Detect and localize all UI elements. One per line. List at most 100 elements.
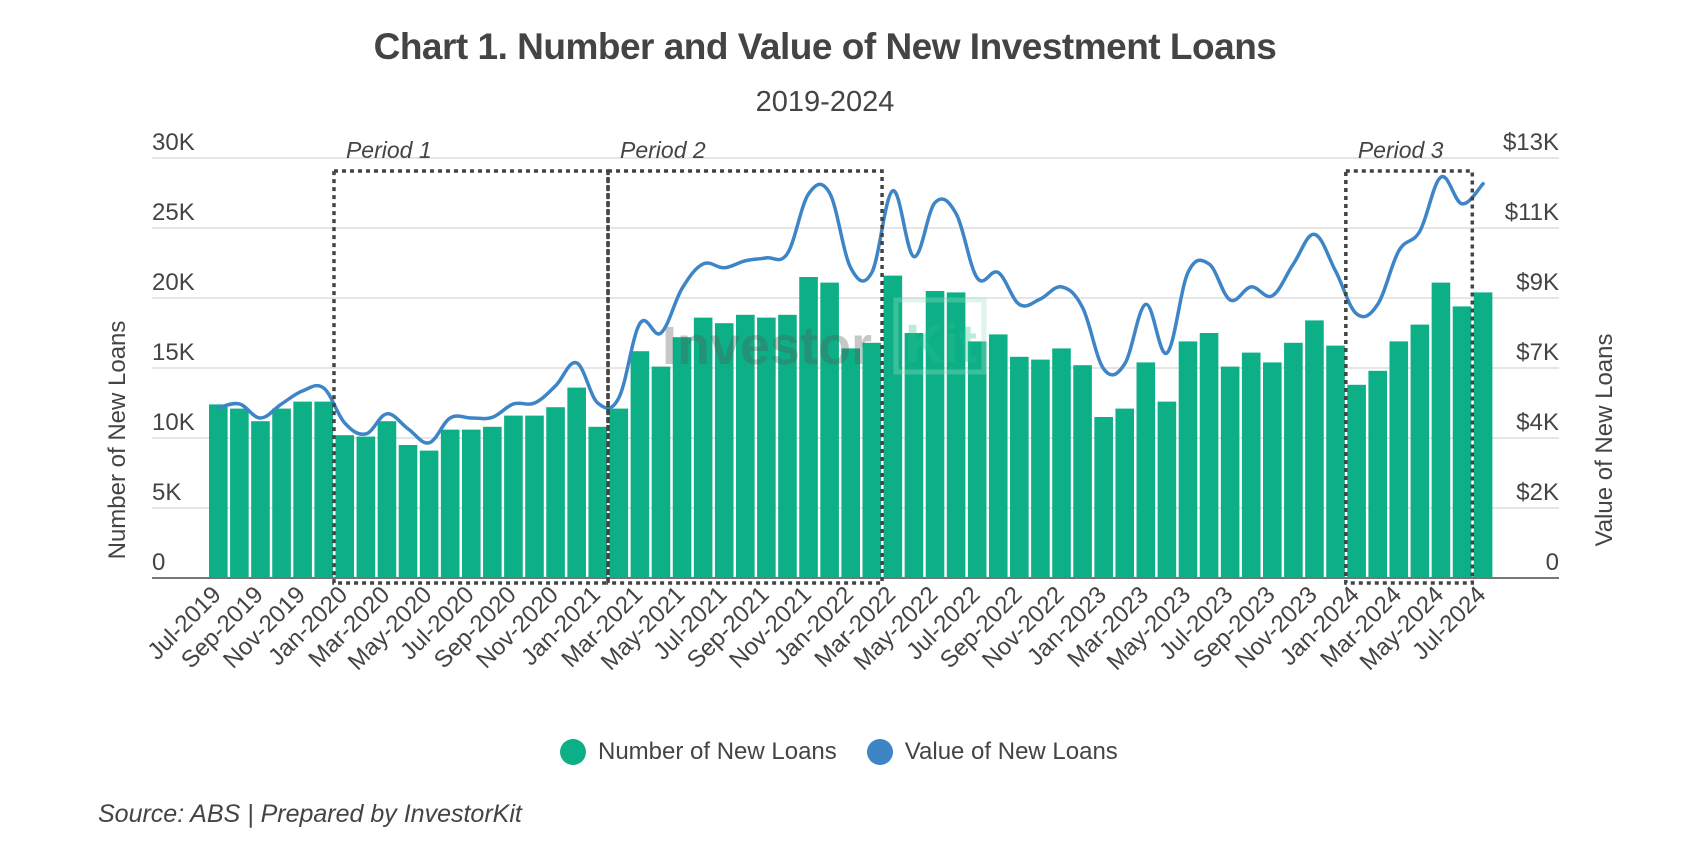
- y2-tick-label: 0: [1546, 549, 1559, 576]
- period-label: Period 3: [1358, 137, 1444, 163]
- bar[interactable]: [630, 351, 650, 578]
- bar[interactable]: [1347, 384, 1366, 578]
- bar[interactable]: [1178, 341, 1198, 578]
- chart-title: Chart 1. Number and Value of New Investm…: [373, 26, 1277, 67]
- bar[interactable]: [736, 314, 755, 578]
- legend-dot-green-icon: [560, 739, 586, 765]
- bar-series-number-of-loans: [209, 275, 1493, 578]
- bar[interactable]: [946, 292, 966, 578]
- bar[interactable]: [841, 348, 860, 578]
- chart-subtitle: 2019-2024: [755, 86, 895, 118]
- right-axis-title: Value of New Loans: [1591, 333, 1618, 546]
- bar[interactable]: [1284, 342, 1303, 578]
- left-axis-title: Number of New Loans: [104, 321, 131, 560]
- period-label: Period 1: [346, 137, 432, 163]
- period-box: [1344, 169, 1475, 585]
- bar[interactable]: [1073, 365, 1092, 578]
- bar[interactable]: [1473, 292, 1493, 578]
- legend-label-value: Value of New Loans: [904, 738, 1118, 765]
- legend-dot-blue-icon: [866, 739, 893, 765]
- bar[interactable]: [1263, 362, 1282, 578]
- bar[interactable]: [672, 337, 692, 578]
- y-tick-label: 15K: [152, 339, 195, 366]
- bar[interactable]: [1389, 341, 1409, 578]
- bar[interactable]: [651, 366, 671, 578]
- bar[interactable]: [1136, 362, 1156, 578]
- bar[interactable]: [272, 408, 291, 578]
- bar[interactable]: [335, 435, 355, 578]
- line-series-value-of-loans: [216, 175, 1485, 445]
- bar[interactable]: [1094, 417, 1113, 578]
- bar[interactable]: [1410, 324, 1430, 578]
- bar[interactable]: [1220, 366, 1240, 578]
- y2-tick-label: $7K: [1516, 339, 1559, 366]
- bar[interactable]: [862, 342, 882, 578]
- y-tick-label: 0: [152, 549, 165, 576]
- bar[interactable]: [883, 275, 903, 578]
- y-tick-label: 5K: [152, 479, 181, 506]
- period-box: [332, 169, 610, 585]
- y2-tick-label: $13K: [1503, 129, 1559, 156]
- bar[interactable]: [1241, 352, 1261, 578]
- y-tick-label: 30K: [152, 129, 195, 156]
- bar[interactable]: [1368, 370, 1387, 578]
- bar[interactable]: [314, 401, 333, 578]
- bar[interactable]: [546, 407, 565, 578]
- y2-tick-label: $2K: [1516, 479, 1559, 506]
- bar[interactable]: [1052, 348, 1071, 578]
- y-tick-label: 25K: [152, 199, 195, 226]
- y-tick-label: 20K: [152, 269, 195, 296]
- bar[interactable]: [693, 317, 713, 578]
- bar[interactable]: [356, 436, 376, 578]
- legend-item-number[interactable]: Number of New Loans: [560, 738, 837, 766]
- bar[interactable]: [967, 341, 987, 578]
- chart-legend: Number of New Loans Value of New Loans: [560, 738, 1148, 766]
- investorkit-watermark: Investor Kit: [662, 297, 987, 376]
- bar[interactable]: [1115, 408, 1135, 578]
- bar[interactable]: [293, 401, 312, 578]
- bar[interactable]: [925, 291, 945, 578]
- bar[interactable]: [904, 333, 924, 578]
- bar[interactable]: [757, 317, 776, 578]
- bar[interactable]: [588, 426, 608, 578]
- y2-tick-label: $4K: [1516, 409, 1559, 436]
- bar[interactable]: [525, 415, 544, 578]
- bar[interactable]: [1010, 356, 1029, 578]
- bar[interactable]: [609, 408, 629, 578]
- bar[interactable]: [988, 334, 1008, 578]
- bar[interactable]: [1031, 359, 1050, 578]
- bar[interactable]: [1157, 401, 1177, 578]
- bar[interactable]: [209, 404, 228, 578]
- bar[interactable]: [714, 323, 734, 578]
- svg-text:Kit: Kit: [905, 314, 977, 374]
- period-label: Period 2: [620, 137, 706, 163]
- bar[interactable]: [419, 450, 439, 578]
- bar[interactable]: [1305, 320, 1324, 578]
- y2-tick-label: $11K: [1505, 199, 1559, 226]
- right-axis-ticks: 0 $2K $4K $7K $9K $11K $13K: [1503, 129, 1559, 576]
- bar[interactable]: [778, 314, 797, 578]
- period-box: [606, 169, 884, 585]
- legend-label-number: Number of New Loans: [598, 738, 837, 765]
- bar[interactable]: [461, 429, 481, 578]
- bar[interactable]: [440, 429, 460, 578]
- bar[interactable]: [567, 387, 586, 578]
- bar[interactable]: [251, 421, 270, 578]
- bar[interactable]: [1452, 306, 1472, 578]
- bar[interactable]: [1431, 282, 1451, 578]
- bar[interactable]: [398, 445, 418, 578]
- bar[interactable]: [377, 421, 397, 578]
- legend-item-value[interactable]: Value of New Loans: [866, 738, 1118, 766]
- bar[interactable]: [1326, 345, 1345, 578]
- bar[interactable]: [483, 426, 502, 578]
- bar[interactable]: [504, 415, 523, 578]
- bar[interactable]: [820, 282, 839, 578]
- bar[interactable]: [799, 277, 818, 578]
- y-tick-label: 10K: [152, 409, 195, 436]
- bar[interactable]: [1199, 333, 1219, 578]
- left-axis-ticks: 0 5K 10K 15K 20K 25K 30K: [152, 129, 195, 576]
- y2-tick-label: $9K: [1516, 269, 1559, 296]
- svg-text:Investor: Investor: [662, 316, 872, 376]
- bar[interactable]: [230, 408, 249, 578]
